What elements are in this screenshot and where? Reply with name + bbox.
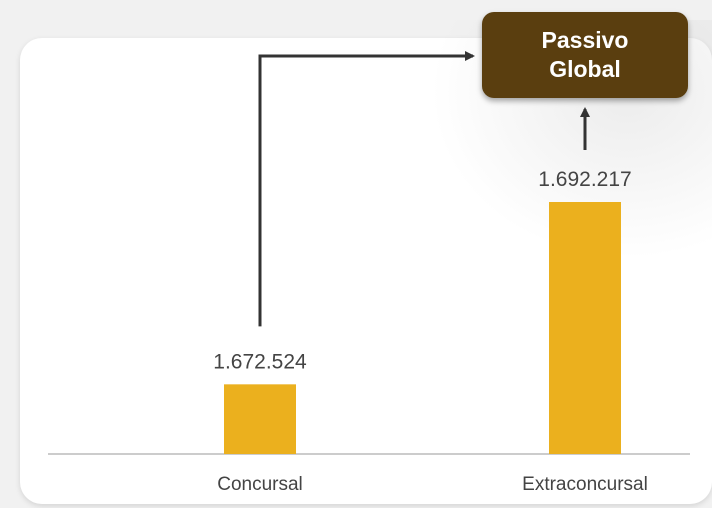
value-label-extraconcursal: 1.692.217 <box>538 168 631 191</box>
value-label-concursal: 1.672.524 <box>213 350 307 373</box>
category-label-concursal: Concursal <box>217 474 303 495</box>
category-label-extraconcursal: Extraconcursal <box>522 474 648 495</box>
passivo-global-box: Passivo Global <box>482 12 688 98</box>
passivo-global-label: Passivo Global <box>530 26 640 84</box>
arrow-concursal-to-global <box>260 56 473 326</box>
bar-concursal <box>224 384 296 454</box>
bar-extraconcursal <box>549 202 621 454</box>
